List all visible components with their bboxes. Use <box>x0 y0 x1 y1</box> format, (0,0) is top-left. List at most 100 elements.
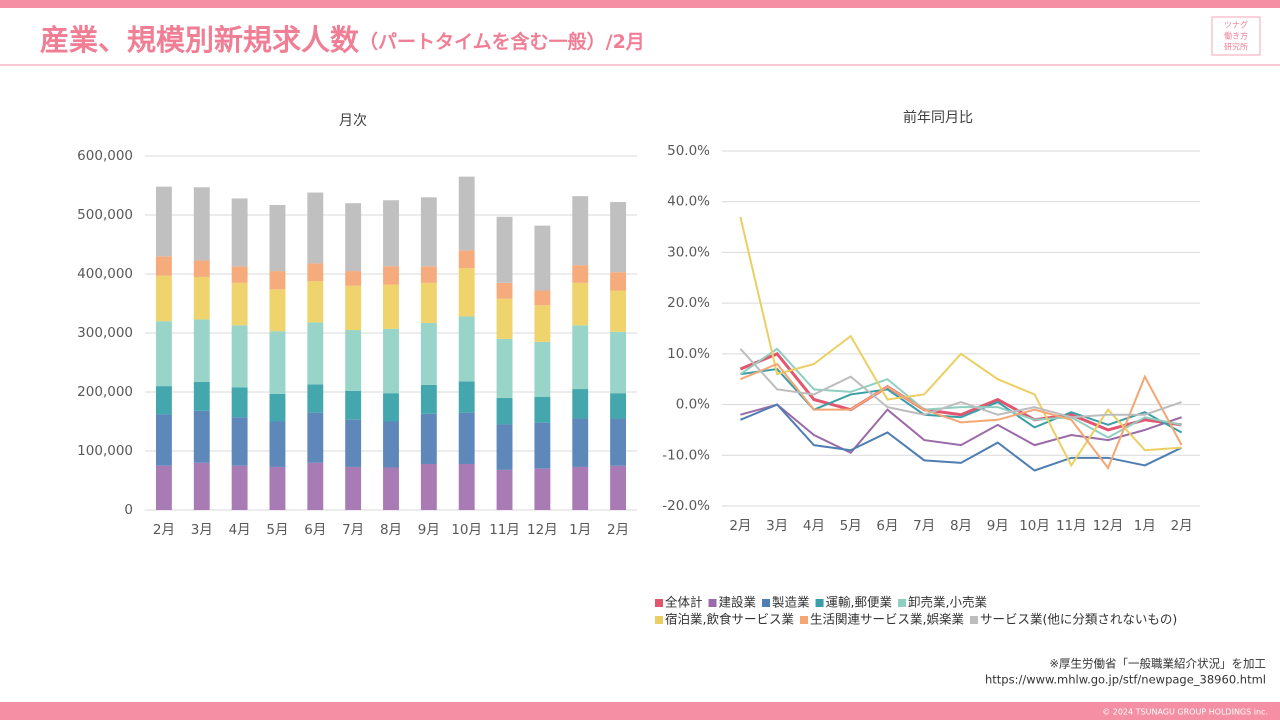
y-tick-label: 300,000 <box>77 325 133 341</box>
legend-swatch <box>655 599 663 607</box>
bar-segment <box>572 418 589 467</box>
bar-segment <box>496 298 513 339</box>
x-tick-label: 11月 <box>489 522 520 538</box>
footer: © 2024 TSUNAGU GROUP HOLDINGS inc. <box>1102 708 1268 717</box>
bar-segment <box>231 387 248 418</box>
y-tick-label: -20.0% <box>662 498 710 514</box>
bar-segment <box>458 176 475 251</box>
y-tick-label: 400,000 <box>77 266 133 282</box>
bar-segment <box>610 202 627 273</box>
bar-segment <box>155 321 172 387</box>
bar-segment <box>383 393 399 422</box>
bar-segment <box>231 325 248 388</box>
bar-segment <box>269 331 286 394</box>
bar-segment <box>610 465 627 510</box>
bar-segment <box>534 341 551 397</box>
bar-segment <box>420 384 437 414</box>
legend-swatch <box>762 599 771 607</box>
y-tick-label: 0.0% <box>676 397 710 413</box>
legend-label: 全体計 <box>665 595 703 610</box>
y-tick-label: 30.0% <box>667 244 710 260</box>
bar-segment <box>269 466 286 510</box>
x-tick-label: 1月 <box>1134 518 1156 534</box>
bar-segment <box>345 330 362 391</box>
legend-swatch <box>815 599 824 607</box>
bar-segment <box>307 384 324 413</box>
y-tick-label: 200,000 <box>77 384 133 400</box>
bar-segment <box>231 465 248 510</box>
bar-segment <box>458 412 475 464</box>
bar-segment <box>269 421 286 467</box>
bar-segment <box>231 198 248 267</box>
bar-segment <box>496 338 513 398</box>
line-series <box>740 362 1183 470</box>
bar-segment <box>572 325 589 390</box>
x-tick-label: 7月 <box>913 518 935 534</box>
bar-segment <box>383 266 399 285</box>
bar-segment <box>345 285 362 331</box>
y-tick-label: -10.0% <box>662 447 710 463</box>
bar-segment <box>420 282 437 323</box>
bar-segment <box>193 462 210 510</box>
bar-segment <box>496 469 513 510</box>
legend-swatch <box>799 616 808 624</box>
bar-segment <box>458 463 475 510</box>
chart-title: 月次 <box>339 113 367 129</box>
y-tick-label: 0 <box>124 502 133 518</box>
bar-segment <box>420 322 437 385</box>
legend-swatch <box>708 599 717 607</box>
bar-segment <box>155 186 172 257</box>
bar-segment <box>307 263 324 282</box>
bar-segment <box>345 271 362 286</box>
bar-segment <box>383 284 399 329</box>
x-tick-label: 3月 <box>766 518 788 534</box>
bar-segment <box>231 266 248 283</box>
bar-segment <box>307 192 324 264</box>
y-tick-label: 10.0% <box>667 346 710 362</box>
y-tick-label: 40.0% <box>667 194 710 210</box>
line-series <box>740 403 1183 472</box>
bar-segment <box>269 289 286 332</box>
x-tick-label: 2月 <box>153 522 175 538</box>
bar-segment <box>193 410 210 463</box>
legend-label: 運輸,郵便業 <box>826 595 893 610</box>
bar-segment <box>231 282 248 326</box>
source: https://www.mhlw.go.jp/stf/newpage_38960… <box>985 673 1266 687</box>
bar-segment <box>345 466 362 510</box>
bar-segment <box>155 386 172 415</box>
title-main: 産業、規模別新規求人数 <box>40 23 360 57</box>
bottom-bar <box>0 702 1280 720</box>
x-tick-label: 6月 <box>876 518 898 534</box>
bar-segment <box>610 290 627 332</box>
logo: ツナグ <box>1224 20 1248 30</box>
legend-swatch <box>655 616 663 624</box>
line-series <box>739 352 1182 432</box>
legend-label: 製造業 <box>772 595 810 610</box>
bar-segment <box>610 272 627 291</box>
bar-segment <box>155 256 172 276</box>
logo: 働き方 <box>1224 31 1248 41</box>
bar-segment <box>534 422 551 469</box>
x-tick-label: 11月 <box>1056 518 1087 534</box>
bar-segment <box>534 305 551 342</box>
bar-segment <box>534 225 551 291</box>
bar-segment <box>610 331 627 394</box>
bar-segment <box>269 204 286 272</box>
bar-segment <box>307 462 324 510</box>
bar-segment <box>307 412 324 463</box>
bar-segment <box>458 381 475 413</box>
x-tick-label: 8月 <box>950 518 972 534</box>
legend-label: 卸売業,小売業 <box>908 595 987 610</box>
x-tick-label: 7月 <box>342 522 364 538</box>
bar-segment <box>345 390 362 420</box>
bar-segment <box>572 196 589 266</box>
bar-segment <box>610 393 627 419</box>
x-tick-label: 1月 <box>569 522 591 538</box>
bar-segment <box>534 396 551 423</box>
bar-segment <box>496 282 513 299</box>
x-tick-label: 2月 <box>607 522 629 538</box>
y-tick-label: 100,000 <box>77 443 133 459</box>
bar-segment <box>458 268 475 317</box>
